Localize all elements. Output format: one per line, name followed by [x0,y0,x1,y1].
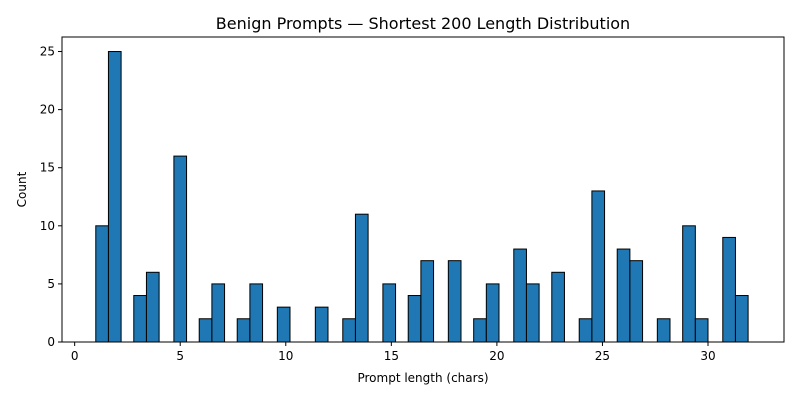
y-axis-ticks: 0 5 10 15 20 25 [40,45,62,349]
histogram-bar [591,190,606,343]
histogram-bar [382,283,397,343]
plot-frame [61,36,785,343]
x-tick-label: 20 [489,349,504,363]
histogram-bar [629,260,644,343]
histogram-bar [656,318,671,343]
y-tick-label: 25 [40,45,55,59]
histogram-bar [447,260,462,343]
histogram-bar [734,295,749,343]
histogram-bar [107,51,122,343]
bars-group [95,51,749,343]
y-tick-label: 15 [40,161,55,175]
x-axis-label: Prompt length (chars) [357,371,488,385]
histogram-bar [473,318,487,343]
y-tick-label: 5 [47,277,55,291]
histogram-bar [249,283,264,343]
histogram-bar [722,236,736,343]
y-tick-label: 20 [40,103,55,117]
x-tick-label: 10 [278,349,293,363]
x-tick-label: 30 [700,349,715,363]
chart-title: Benign Prompts — Shortest 200 Length Dis… [216,14,630,33]
y-tick-label: 0 [47,335,55,349]
x-tick-label: 0 [71,349,79,363]
histogram-bar [420,260,435,343]
histogram-bar [133,295,147,343]
histogram-bar [616,248,631,343]
histogram-bar [342,318,356,343]
histogram-bar [407,295,422,343]
histogram-bar [211,283,226,343]
histogram-bar [314,306,329,343]
histogram-bar [485,283,500,343]
histogram-bar [236,318,251,343]
histogram-bar [578,318,593,343]
histogram-bar [145,271,160,343]
histogram-bar [354,213,369,343]
histogram-bar [276,306,291,343]
histogram-bar [694,318,709,343]
histogram-bar [525,283,540,343]
x-tick-label: 5 [176,349,184,363]
histogram-bar [682,225,696,343]
histogram-bar [173,155,188,343]
y-axis-label: Count [15,171,29,207]
histogram-bar [513,248,527,343]
y-tick-label: 10 [40,219,55,233]
histogram-bar [551,271,565,343]
x-axis-ticks: 0 5 10 15 20 25 30 [71,342,716,363]
x-tick-label: 15 [384,349,399,363]
histogram-bar [198,318,213,343]
x-tick-label: 25 [595,349,610,363]
histogram-bar [95,225,109,343]
